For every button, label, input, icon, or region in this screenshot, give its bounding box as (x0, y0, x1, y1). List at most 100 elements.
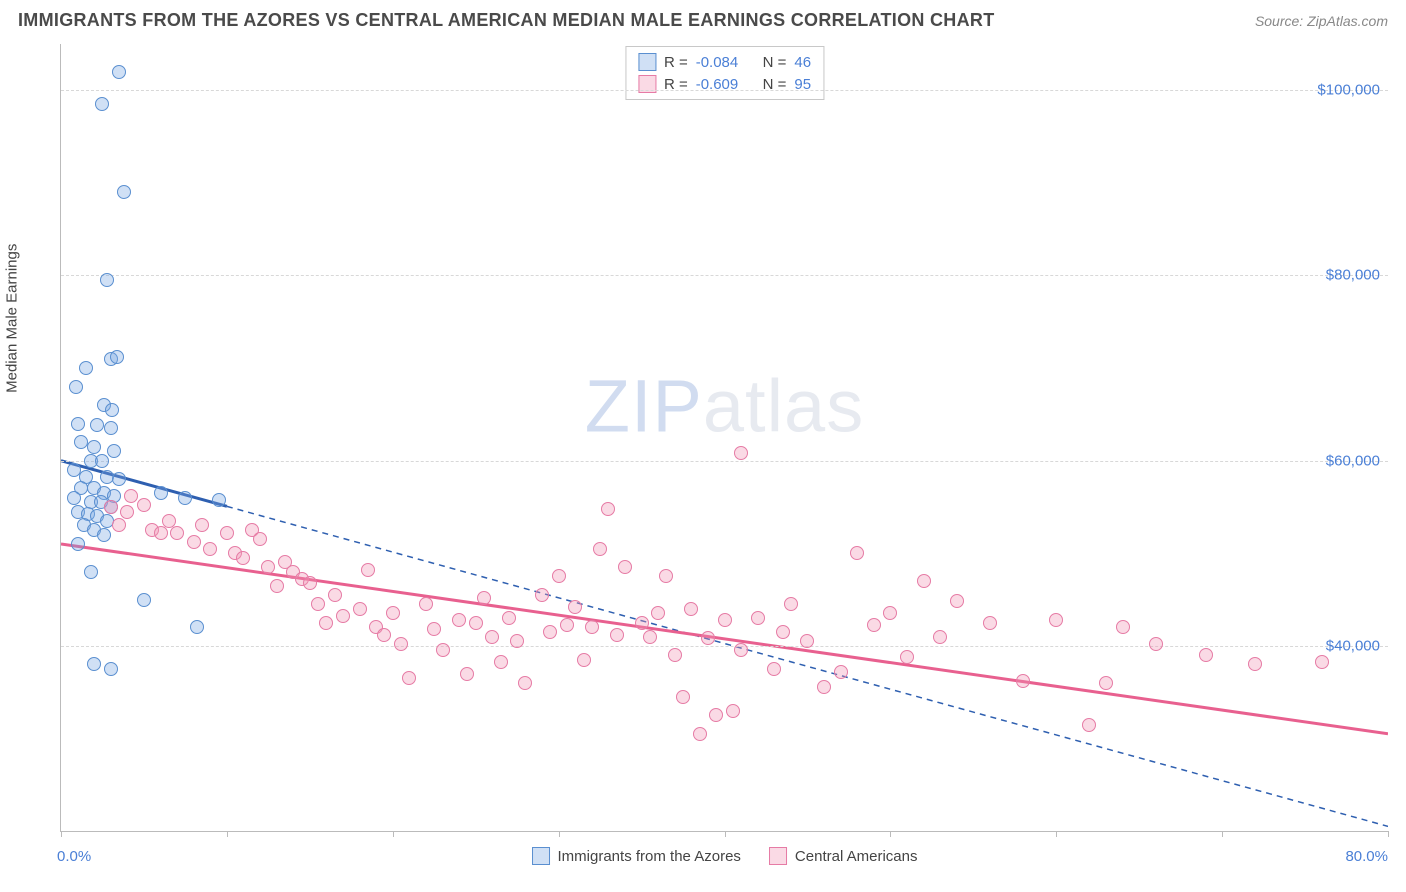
scatter-point (95, 97, 109, 111)
bottom-legend: Immigrants from the Azores Central Ameri… (532, 847, 918, 865)
scatter-point (485, 630, 499, 644)
scatter-point (577, 653, 591, 667)
source-name: ZipAtlas.com (1307, 13, 1388, 29)
scatter-point (353, 602, 367, 616)
scatter-point (593, 542, 607, 556)
scatter-point (883, 606, 897, 620)
scatter-point (303, 576, 317, 590)
y-tick-label: $100,000 (1317, 82, 1380, 99)
scatter-point (718, 613, 732, 627)
scatter-point (834, 665, 848, 679)
scatter-point (124, 489, 138, 503)
stats-r1-value: -0.084 (696, 54, 739, 71)
scatter-point (112, 472, 126, 486)
watermark-zip: ZIP (585, 365, 703, 448)
scatter-point (84, 565, 98, 579)
scatter-point (817, 680, 831, 694)
scatter-point (751, 611, 765, 625)
scatter-point (1199, 648, 1213, 662)
scatter-point (261, 560, 275, 574)
scatter-point (867, 618, 881, 632)
scatter-point (776, 625, 790, 639)
stats-row-series2: R = -0.609 N = 95 (638, 73, 811, 95)
stats-row-series1: R = -0.084 N = 46 (638, 51, 811, 73)
stats-n1-value: 46 (794, 54, 811, 71)
watermark: ZIPatlas (585, 364, 864, 449)
scatter-point (311, 597, 325, 611)
scatter-point (601, 502, 615, 516)
scatter-point (69, 380, 83, 394)
scatter-point (726, 704, 740, 718)
scatter-point (1248, 657, 1262, 671)
scatter-point (950, 594, 964, 608)
scatter-point (701, 631, 715, 645)
chart-container: Median Male Earnings ZIPatlas R = -0.084… (18, 44, 1388, 874)
gridline (61, 646, 1388, 647)
scatter-point (386, 606, 400, 620)
scatter-point (336, 609, 350, 623)
stats-n-label: N = (763, 54, 787, 71)
x-axis-max-label: 80.0% (1345, 848, 1388, 865)
trend-lines-layer (61, 44, 1388, 831)
scatter-point (635, 616, 649, 630)
scatter-point (107, 444, 121, 458)
gridline (61, 275, 1388, 276)
x-tick (227, 831, 228, 837)
scatter-point (684, 602, 698, 616)
scatter-point (112, 65, 126, 79)
scatter-point (394, 637, 408, 651)
scatter-point (535, 588, 549, 602)
scatter-point (112, 518, 126, 532)
scatter-point (67, 491, 81, 505)
scatter-point (734, 643, 748, 657)
scatter-point (253, 532, 267, 546)
y-axis-label: Median Male Earnings (4, 244, 21, 393)
scatter-point (402, 671, 416, 685)
scatter-point (560, 618, 574, 632)
scatter-point (502, 611, 516, 625)
scatter-point (618, 560, 632, 574)
scatter-point (452, 613, 466, 627)
scatter-point (100, 273, 114, 287)
scatter-point (190, 620, 204, 634)
legend-item-series1: Immigrants from the Azores (532, 847, 741, 865)
scatter-point (236, 551, 250, 565)
scatter-point (419, 597, 433, 611)
scatter-point (104, 421, 118, 435)
scatter-point (137, 498, 151, 512)
scatter-point (659, 569, 673, 583)
gridline (61, 461, 1388, 462)
scatter-point (651, 606, 665, 620)
swatch-series2-icon (769, 847, 787, 865)
scatter-point (170, 526, 184, 540)
scatter-point (643, 630, 657, 644)
scatter-point (469, 616, 483, 630)
x-tick (890, 831, 891, 837)
scatter-point (676, 690, 690, 704)
scatter-point (668, 648, 682, 662)
scatter-point (137, 593, 151, 607)
scatter-point (693, 727, 707, 741)
scatter-point (87, 657, 101, 671)
scatter-point (120, 505, 134, 519)
scatter-point (71, 417, 85, 431)
legend-label-series1: Immigrants from the Azores (558, 848, 741, 865)
scatter-point (568, 600, 582, 614)
scatter-point (203, 542, 217, 556)
scatter-point (154, 486, 168, 500)
y-tick-label: $80,000 (1326, 267, 1380, 284)
scatter-point (1116, 620, 1130, 634)
y-tick-label: $40,000 (1326, 637, 1380, 654)
legend-item-series2: Central Americans (769, 847, 918, 865)
scatter-point (427, 622, 441, 636)
scatter-point (1099, 676, 1113, 690)
scatter-point (933, 630, 947, 644)
x-tick (559, 831, 560, 837)
watermark-rest: atlas (703, 365, 864, 448)
scatter-point (74, 435, 88, 449)
scatter-point (97, 528, 111, 542)
scatter-point (178, 491, 192, 505)
x-tick (1056, 831, 1057, 837)
scatter-point (850, 546, 864, 560)
scatter-point (460, 667, 474, 681)
